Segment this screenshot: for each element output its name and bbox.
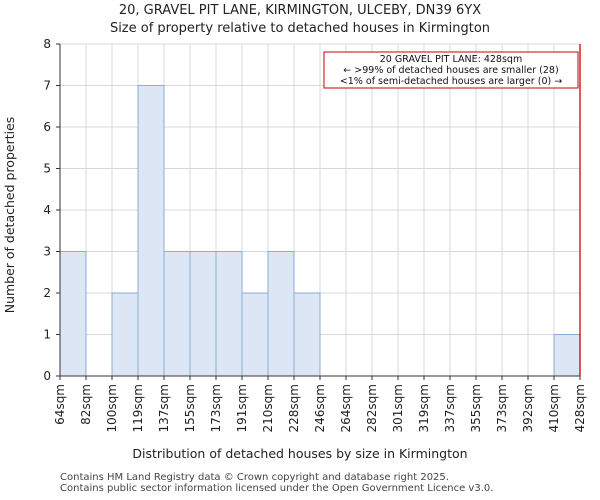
x-tick-label-282sqm: 282sqm bbox=[365, 384, 379, 432]
x-tick-label-301sqm: 301sqm bbox=[391, 384, 405, 432]
axes: 0 1 2 3 4 5 6 7 8 64sqm 82sqm 100sqm 119sqm 137sqm 155… bbox=[43, 37, 587, 432]
x-tick-label-191sqm: 191sqm bbox=[235, 384, 249, 432]
x-tick-label-119sqm: 119sqm bbox=[131, 384, 145, 432]
bar-191sqm bbox=[241, 292, 269, 377]
x-tick-label-246sqm: 246sqm bbox=[313, 384, 327, 432]
x-tick-label-264sqm: 264sqm bbox=[339, 384, 353, 432]
x-tick-label-100sqm: 100sqm bbox=[105, 384, 119, 432]
bars bbox=[59, 85, 581, 377]
bar-410sqm bbox=[553, 334, 581, 377]
bar-64sqm bbox=[59, 251, 87, 377]
y-tick-label: 3 bbox=[43, 245, 51, 259]
bar-137sqm bbox=[163, 251, 191, 377]
y-axis-title: Number of detached properties bbox=[2, 117, 17, 314]
x-tick-label-210sqm: 210sqm bbox=[261, 384, 275, 432]
y-tick-label: 6 bbox=[43, 120, 51, 134]
bar-100sqm bbox=[111, 292, 139, 377]
y-tick-label: 2 bbox=[43, 286, 51, 300]
x-tick-label-64sqm: 64sqm bbox=[53, 384, 67, 425]
x-tick-label-137sqm: 137sqm bbox=[157, 384, 171, 432]
chart-title: 20, GRAVEL PIT LANE, KIRMINGTON, ULCEBY,… bbox=[119, 3, 481, 18]
bar-210sqm bbox=[267, 251, 295, 377]
y-tick-label: 1 bbox=[43, 328, 51, 342]
y-tick-label: 7 bbox=[43, 79, 51, 93]
y-tick-label: 0 bbox=[43, 369, 51, 383]
bar-173sqm bbox=[215, 251, 243, 377]
chart-subtitle: Size of property relative to detached ho… bbox=[110, 21, 490, 36]
bar-119sqm bbox=[137, 85, 165, 377]
x-tick-label-373sqm: 373sqm bbox=[495, 384, 509, 432]
annotation-line-3: <1% of semi-detached houses are larger (… bbox=[340, 76, 562, 87]
x-tick-label-428sqm: 428sqm bbox=[573, 384, 587, 432]
x-tick-label-155sqm: 155sqm bbox=[183, 384, 197, 432]
x-tick-label-410sqm: 410sqm bbox=[547, 384, 561, 432]
bar-155sqm bbox=[189, 251, 217, 377]
annotation-box: 20 GRAVEL PIT LANE: 428sqm← >99% of deta… bbox=[323, 51, 579, 89]
x-tick-label-355sqm: 355sqm bbox=[469, 384, 483, 432]
annotation-line-2: ← >99% of detached houses are smaller (2… bbox=[343, 65, 558, 76]
x-axis-title: Distribution of detached houses by size … bbox=[132, 446, 467, 461]
x-tick-label-173sqm: 173sqm bbox=[209, 384, 223, 432]
footer-attribution-line-1: Contains HM Land Registry data © Crown c… bbox=[60, 472, 449, 483]
x-tick-label-319sqm: 319sqm bbox=[417, 384, 431, 432]
annotation-box-frame bbox=[323, 51, 579, 89]
x-tick-label-228sqm: 228sqm bbox=[287, 384, 301, 432]
bar-228sqm bbox=[293, 292, 321, 377]
annotation-line-1: 20 GRAVEL PIT LANE: 428sqm bbox=[380, 54, 522, 65]
y-tick-label: 5 bbox=[43, 162, 51, 176]
footer-attribution-line-2: Contains public sector information licen… bbox=[60, 483, 494, 494]
x-tick-label-337sqm: 337sqm bbox=[443, 384, 457, 432]
x-tick-label-82sqm: 82sqm bbox=[79, 384, 93, 425]
y-tick-label: 4 bbox=[43, 203, 51, 217]
y-tick-label: 8 bbox=[43, 37, 51, 51]
x-tick-label-392sqm: 392sqm bbox=[521, 384, 535, 432]
